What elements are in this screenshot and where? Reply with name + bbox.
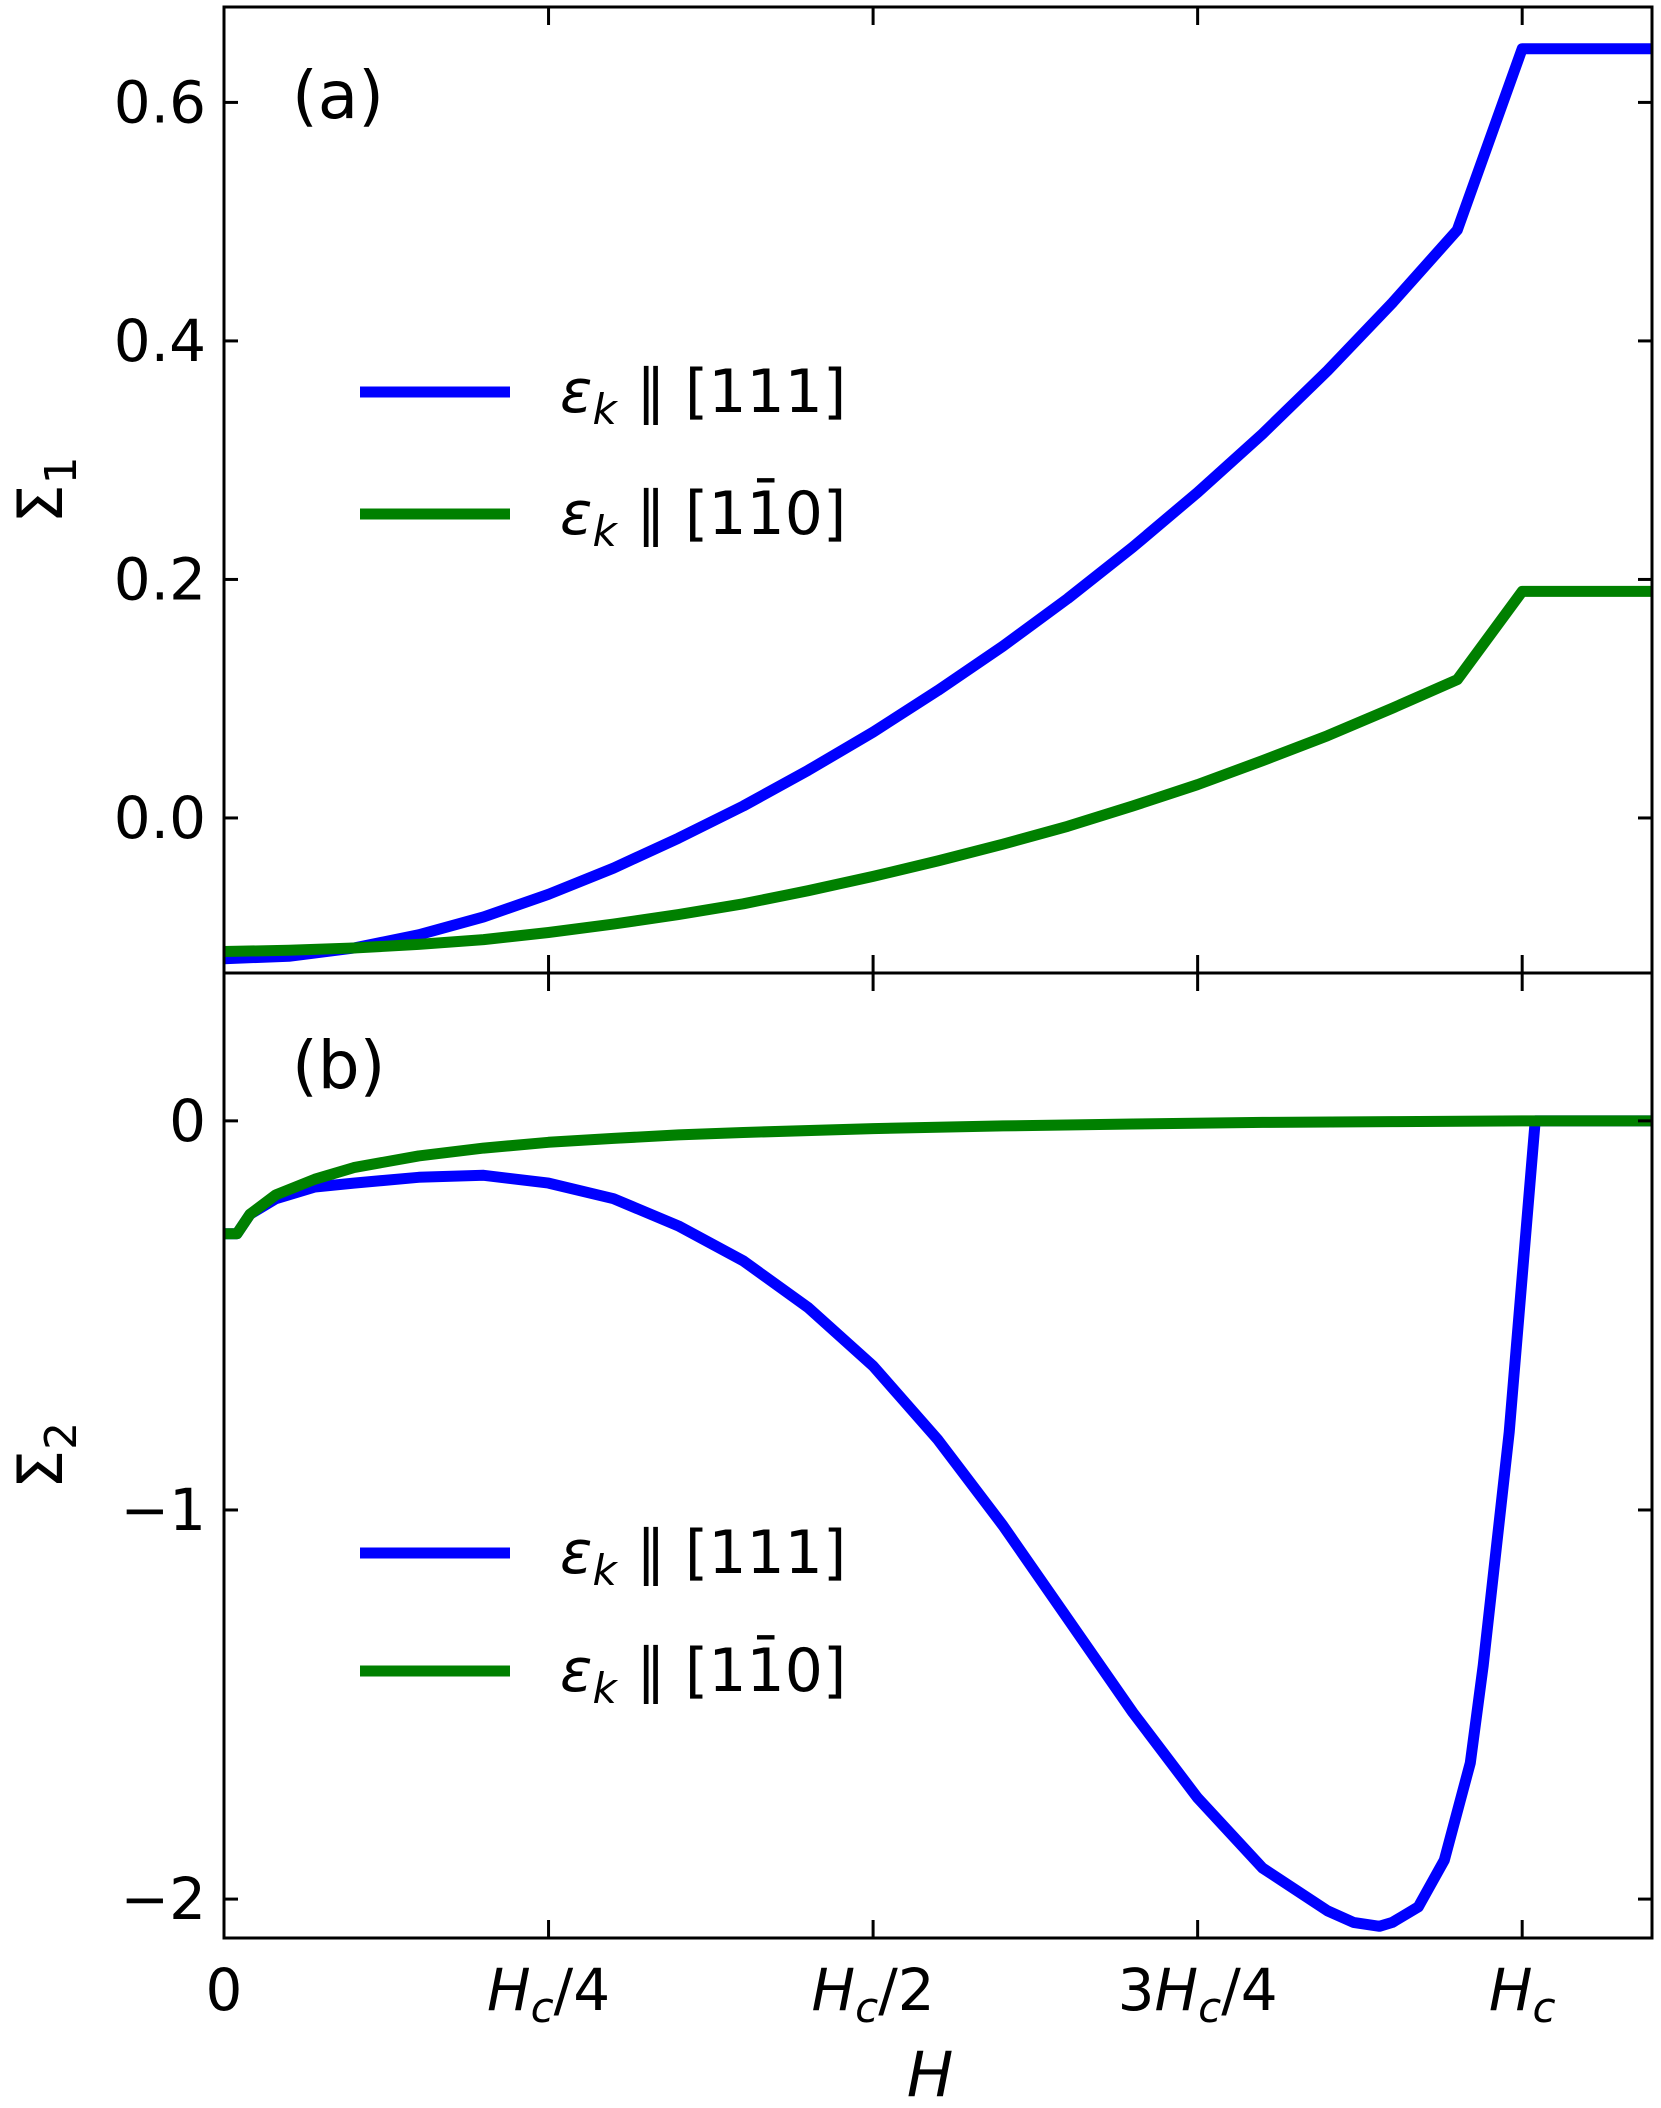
y-tick-label: −1 [121,1476,207,1544]
legend: εk ∥ [111] εk ∥ [11̄0] [360,1518,846,1713]
panel-label: (b) [292,1027,385,1104]
x-tick-label: 3Hc/4 [1118,1956,1278,2032]
y-axis-title: Σ2 [4,1422,87,1489]
series-line-blue [224,43,1652,965]
x-axis-title: H [907,2038,954,2108]
y-tick-label: 0 [169,1087,206,1155]
panel-label: (a) [292,57,384,134]
y-tick-label: 0.4 [114,307,206,375]
plot-frame [222,971,1654,1940]
panels: 0.0 0.2 0.4 0.6 Σ1 (a) εk ∥ [111] εk ∥ [11̄0] −2… [4,5,1654,2108]
x-tick-label: Hc [1489,1956,1556,2032]
x-tick-label: Hc/2 [812,1956,935,2032]
series-line-green [224,1115,1652,1240]
legend-label: εk ∥ [11̄0] [560,1634,846,1713]
y-tick-label: 0.6 [114,68,206,136]
y-tick-label: −2 [121,1865,207,1933]
x-tick-label: 0 [206,1956,243,2024]
series-line-blue [224,1115,1652,1932]
y-axis-title: Σ1 [4,456,87,523]
panel-a: 0.0 0.2 0.4 0.6 Σ1 (a) εk ∥ [111] εk ∥ [11̄0] [4,5,1654,975]
y-tick-label: 0.0 [114,784,206,852]
legend: εk ∥ [111] εk ∥ [11̄0] [360,357,846,556]
legend-label: εk ∥ [11̄0] [560,477,846,556]
legend-label: εk ∥ [111] [560,357,846,434]
y-tick-label: 0.2 [114,545,206,613]
series-line-green [224,585,1652,957]
x-tick-label: Hc/4 [487,1956,610,2032]
legend-label: εk ∥ [111] [560,1518,846,1595]
